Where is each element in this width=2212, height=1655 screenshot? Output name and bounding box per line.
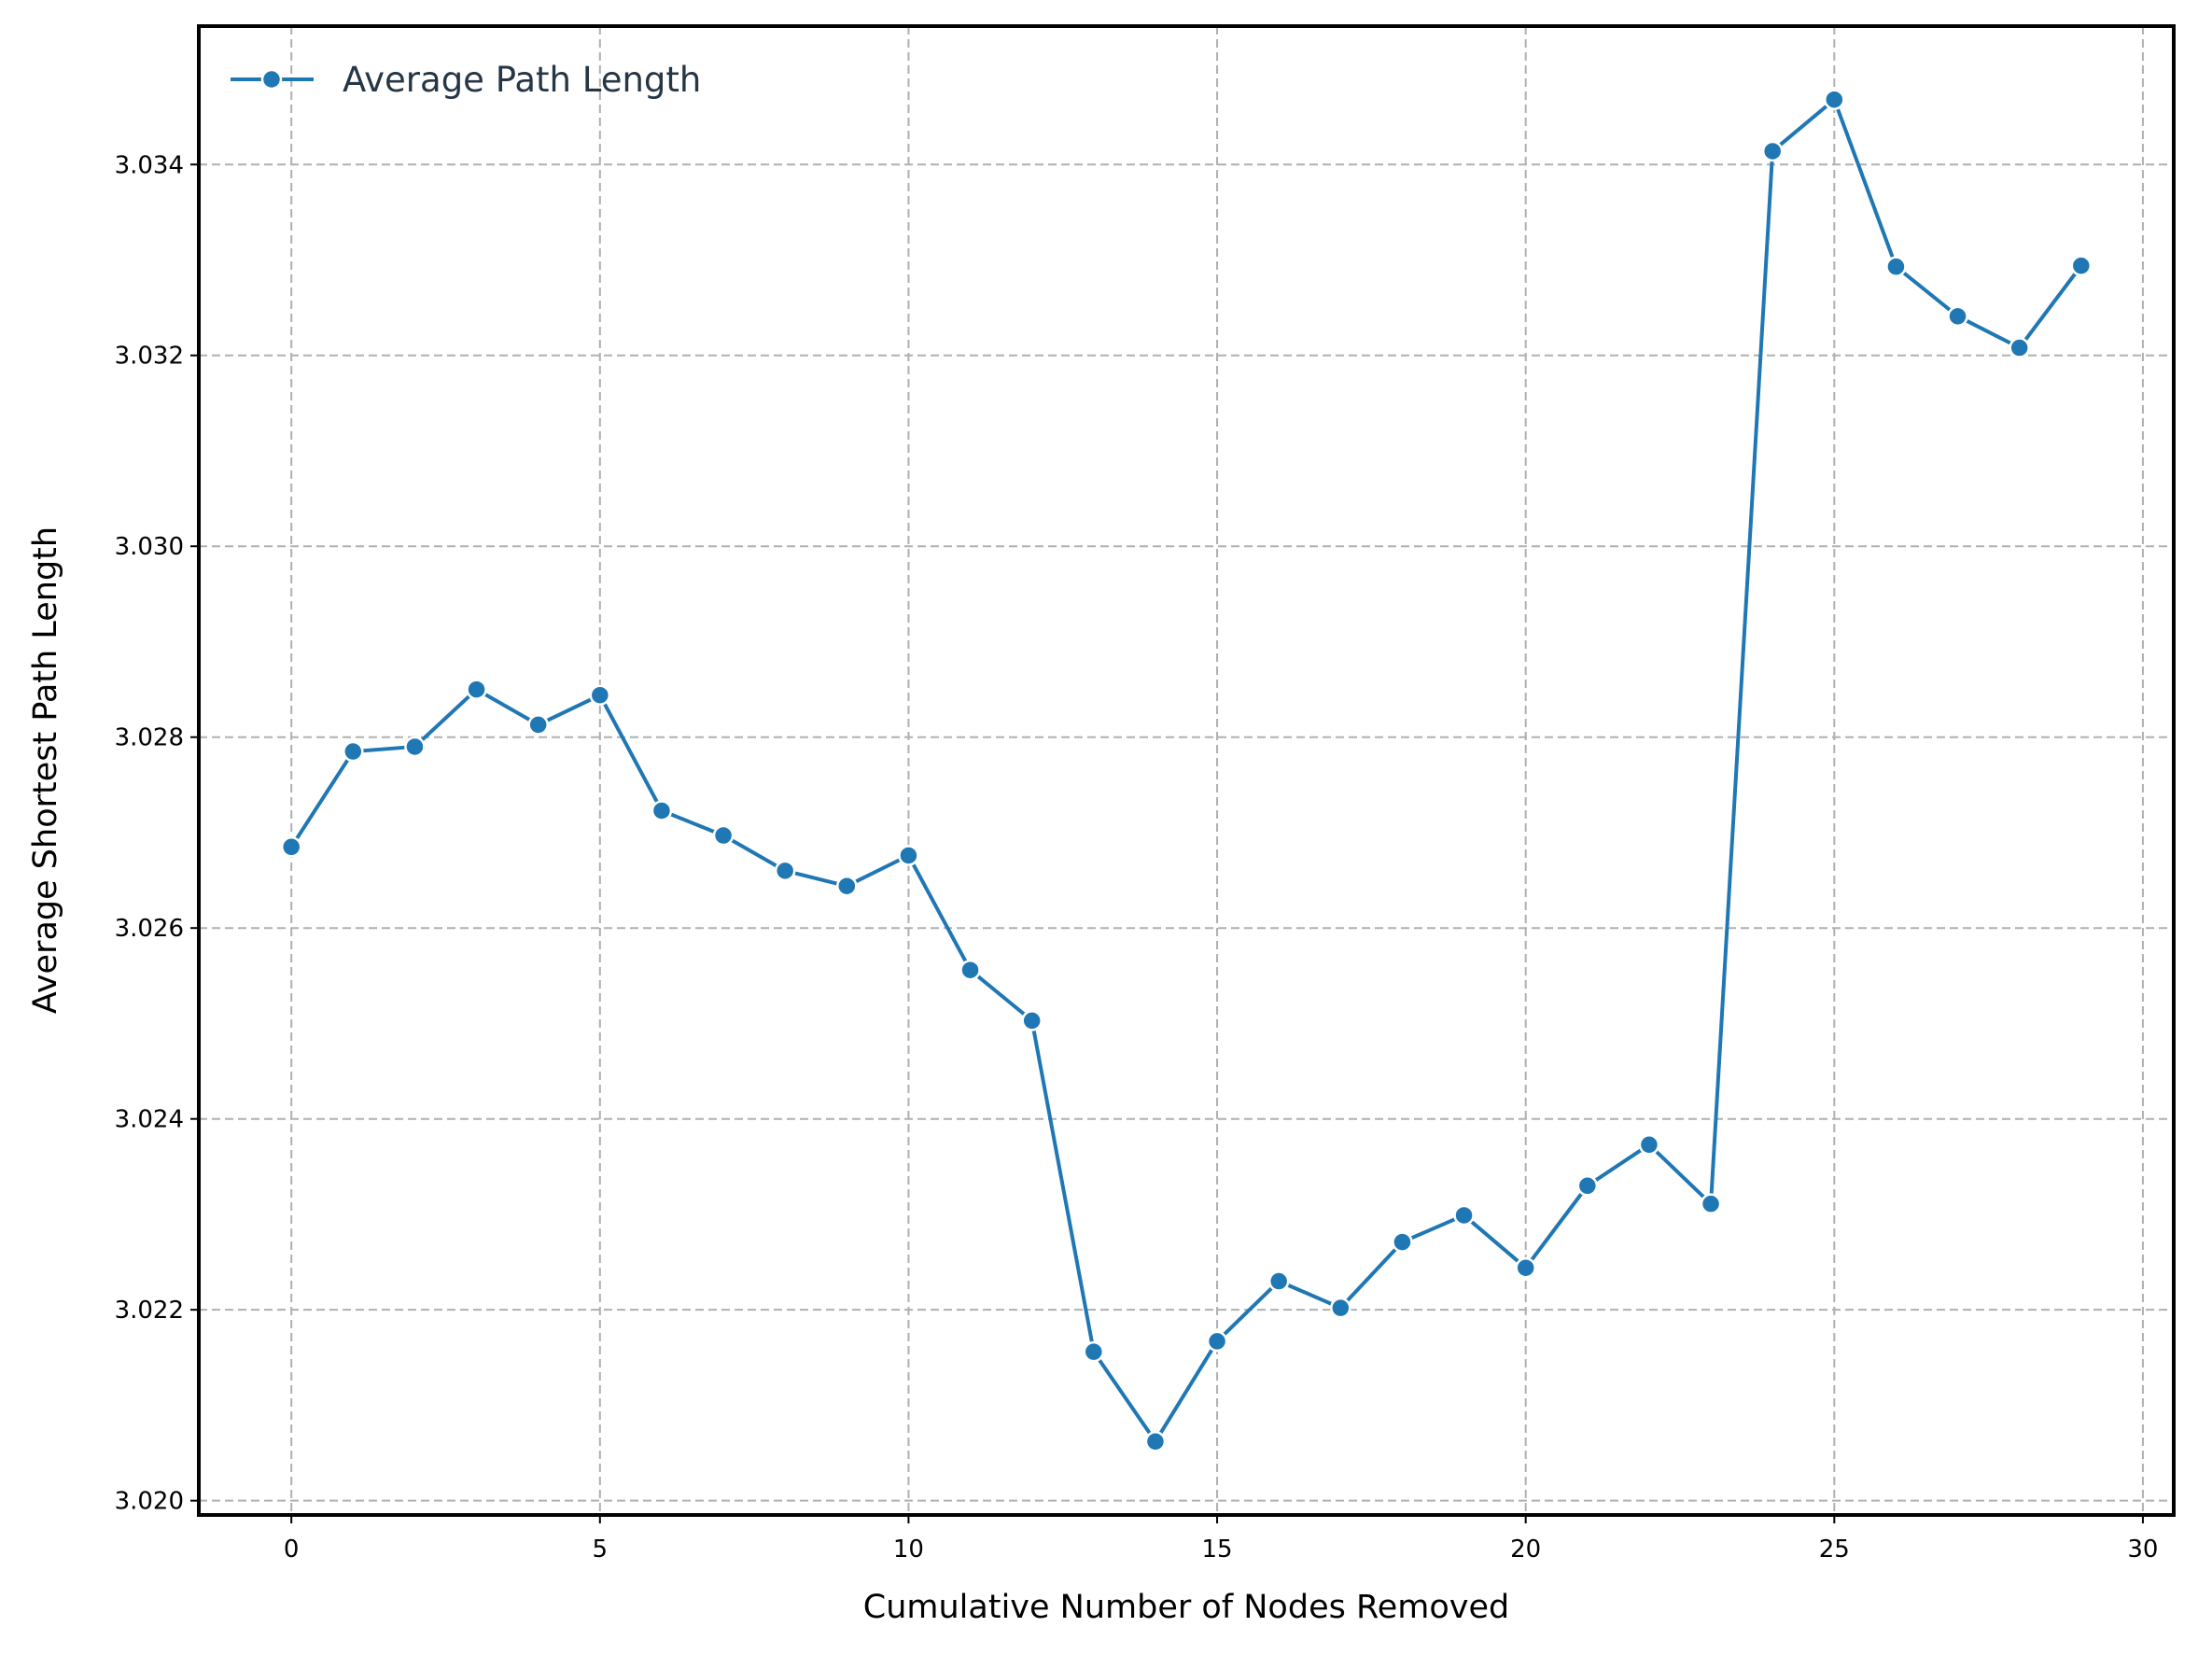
x-tick-label: 30 <box>2127 1536 2158 1564</box>
y-tick-label: 3.022 <box>115 1297 184 1325</box>
y-tick-label: 3.024 <box>115 1106 184 1134</box>
plot-frame <box>197 24 2176 1517</box>
data-point <box>712 824 735 847</box>
data-point <box>404 736 426 758</box>
data-point <box>1453 1204 1475 1227</box>
y-axis-title: Average Shortest Path Length <box>27 526 64 1014</box>
data-point <box>1021 1010 1043 1031</box>
data-point <box>1761 140 1784 162</box>
legend: Average Path Length <box>231 60 701 100</box>
legend-label: Average Path Length <box>343 60 701 100</box>
data-point <box>589 684 611 706</box>
data-point <box>280 836 302 858</box>
data-point <box>774 860 796 882</box>
y-tick-label: 3.020 <box>115 1488 184 1516</box>
data-point <box>1638 1134 1660 1156</box>
data-point <box>1515 1256 1536 1279</box>
data-point <box>343 740 364 763</box>
data-point <box>1330 1297 1351 1319</box>
x-tick-label: 0 <box>284 1536 300 1564</box>
x-tick-label: 25 <box>1819 1536 1850 1564</box>
x-tick-label: 10 <box>893 1536 924 1564</box>
y-tick-label: 3.030 <box>115 533 184 561</box>
y-tick-label: 3.032 <box>115 343 184 371</box>
legend-dot-marker <box>260 68 283 91</box>
data-point <box>527 714 549 736</box>
series-line <box>289 97 2083 1444</box>
data-point <box>1947 305 1968 328</box>
x-tick-label: 15 <box>1202 1536 1233 1564</box>
axes <box>197 24 2176 1517</box>
y-axis-ticks: 3.020 3.022 3.024 3.026 3.028 3.030 3.032 3.034 <box>115 151 199 1516</box>
data-point <box>1700 1193 1722 1214</box>
data-point <box>1885 256 1907 277</box>
data-point <box>2009 337 2030 358</box>
data-point <box>1267 1270 1290 1292</box>
data-point <box>1576 1175 1599 1197</box>
data-point <box>1824 89 1845 110</box>
series-layer <box>280 89 2093 1452</box>
y-tick-label: 3.026 <box>115 915 184 943</box>
y-tick-label: 3.034 <box>115 151 184 179</box>
x-tick-label: 20 <box>1510 1536 1541 1564</box>
data-point <box>898 845 919 866</box>
data-point <box>1083 1340 1105 1363</box>
x-tick-label: 5 <box>593 1536 609 1564</box>
data-point <box>836 875 858 897</box>
grid <box>199 26 2174 1515</box>
x-axis-ticks: 0 5 10 15 20 25 30 <box>284 1515 2158 1564</box>
y-tick-label: 3.028 <box>115 724 184 752</box>
data-point <box>1206 1330 1228 1353</box>
data-point <box>651 800 673 821</box>
x-axis-title: Cumulative Number of Nodes Removed <box>863 1589 1509 1626</box>
data-point <box>1144 1431 1167 1452</box>
data-point <box>466 679 487 700</box>
data-point <box>2070 255 2093 276</box>
data-point <box>959 959 981 981</box>
data-point <box>1392 1231 1413 1253</box>
